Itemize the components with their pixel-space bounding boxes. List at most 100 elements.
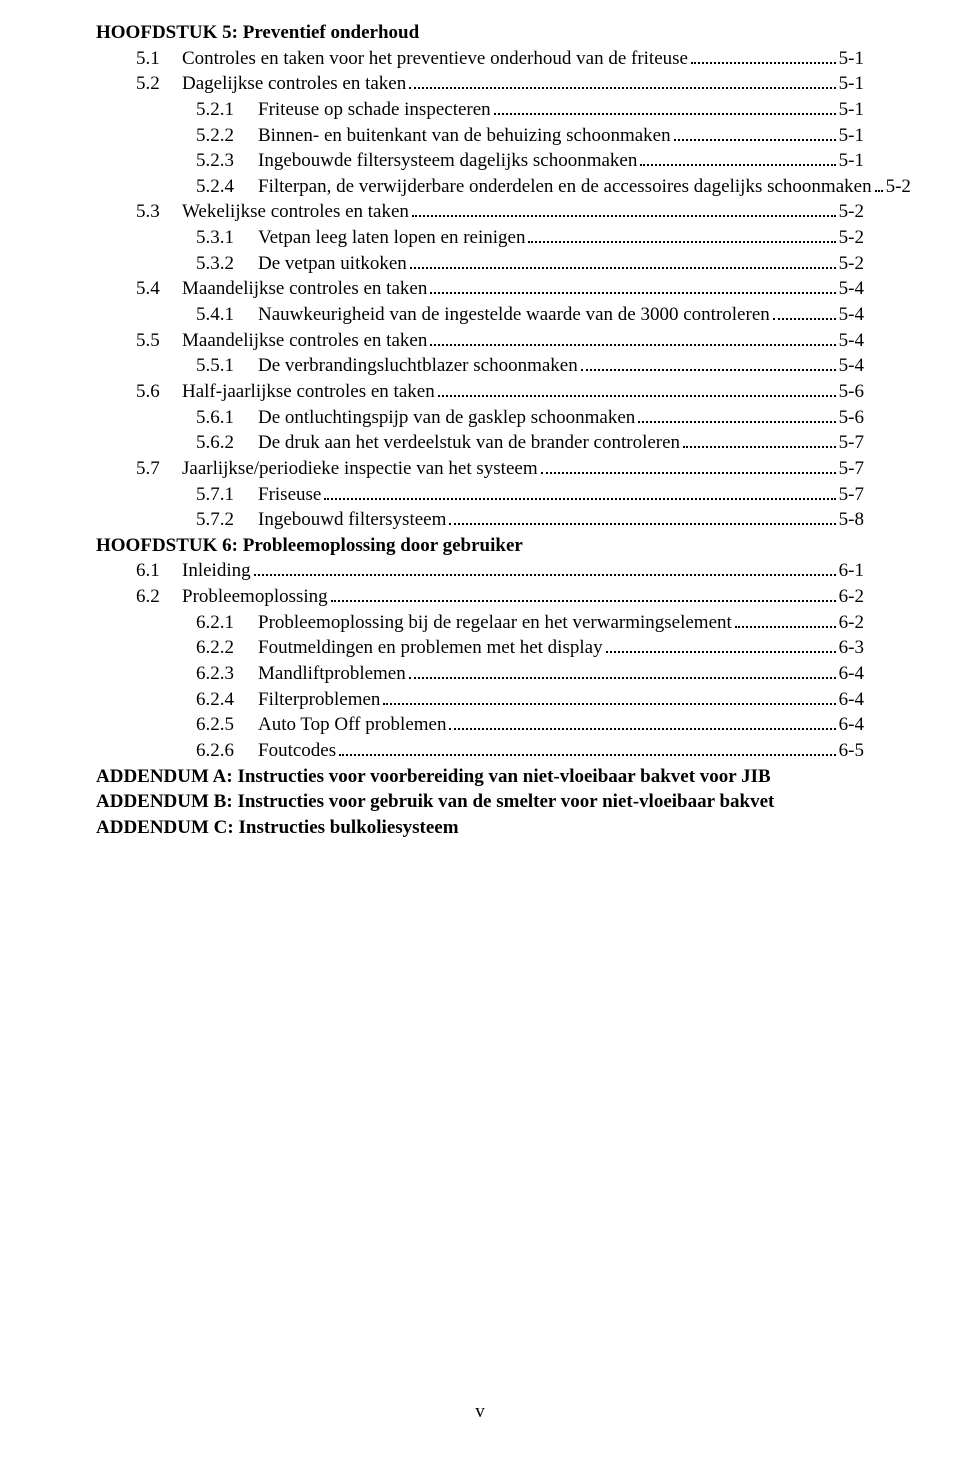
addenda-block: ADDENDUM A: Instructies voor voorbereidi… xyxy=(96,764,864,841)
toc-entry-page: 5-2 xyxy=(839,199,864,225)
addendum-number: ADDENDUM A: xyxy=(96,766,233,787)
dot-leader xyxy=(875,190,883,192)
toc-entry-label: 5.3.1Vetpan leeg laten lopen en reinigen xyxy=(196,225,525,251)
addendum-line: ADDENDUM B: Instructies voor gebruik van… xyxy=(96,789,864,815)
toc-entry-page: 6-2 xyxy=(839,584,864,610)
chapter-title: Preventief onderhoud xyxy=(243,22,419,43)
toc-entry-page: 5-7 xyxy=(839,430,864,456)
toc-entry: 5.6Half-jaarlijkse controles en taken5-6 xyxy=(96,379,864,405)
dot-leader xyxy=(606,651,836,653)
toc-entry: 6.2.5Auto Top Off problemen 6-4 xyxy=(96,712,864,738)
toc-entry-text: Vetpan leeg laten lopen en reinigen xyxy=(258,227,525,248)
toc-entry-text: Maandelijkse controles en taken xyxy=(182,330,427,351)
toc-entry-label: 5.1Controles en taken voor het preventie… xyxy=(136,46,688,72)
toc-entry-page: 6-1 xyxy=(839,558,864,584)
toc-entry-number: 5.3 xyxy=(136,199,182,225)
dot-leader xyxy=(430,292,835,294)
toc-entry-text: Friteuse op schade inspecteren xyxy=(258,99,491,120)
toc-entry-label: 6.2.1Probleemoplossing bij de regelaar e… xyxy=(196,610,732,636)
toc-entry-number: 5.7 xyxy=(136,456,182,482)
toc-entry-number: 6.2 xyxy=(136,584,182,610)
dot-leader xyxy=(410,267,836,269)
toc-entry-number: 6.2.6 xyxy=(196,738,258,764)
toc-entry: 6.2.6Foutcodes6-5 xyxy=(96,738,864,764)
toc-page: HOOFDSTUK 5: Preventief onderhoud5.1Cont… xyxy=(0,0,960,1463)
dot-leader xyxy=(640,164,835,166)
toc-entry-text: Auto Top Off problemen xyxy=(258,714,446,735)
addendum-line: ADDENDUM A: Instructies voor voorbereidi… xyxy=(96,764,864,790)
dot-leader xyxy=(674,139,836,141)
addendum-text: Instructies bulkoliesysteem xyxy=(238,817,458,838)
toc-entry: 6.2.2Foutmeldingen en problemen met het … xyxy=(96,635,864,661)
dot-leader xyxy=(324,498,835,500)
toc-entry-text: Ingebouwd filtersysteem xyxy=(258,509,446,530)
toc-entry-number: 6.2.4 xyxy=(196,687,258,713)
chapter-heading: HOOFDSTUK 5: Preventief onderhoud xyxy=(96,20,864,46)
toc-entry-page: 6-2 xyxy=(839,610,864,636)
toc-entry-label: 5.6Half-jaarlijkse controles en taken xyxy=(136,379,435,405)
toc-entry-page: 5-1 xyxy=(839,97,864,123)
dot-leader xyxy=(430,344,835,346)
toc-entry-text: Filterpan, de verwijderbare onderdelen e… xyxy=(258,176,872,197)
toc-entry-text: Foutmeldingen en problemen met het displ… xyxy=(258,637,603,658)
toc-entry-page: 5-6 xyxy=(839,405,864,431)
toc-entry-label: 6.2.3Mandliftproblemen xyxy=(196,661,406,687)
toc-entry-label: 5.3Wekelijkse controles en taken xyxy=(136,199,409,225)
toc-entry-label: 6.1Inleiding xyxy=(136,558,251,584)
toc-entry-number: 5.5 xyxy=(136,328,182,354)
toc-entry: 6.2.1Probleemoplossing bij de regelaar e… xyxy=(96,610,864,636)
toc-entry-number: 5.7.1 xyxy=(196,482,258,508)
toc-entry-number: 5.2.1 xyxy=(196,97,258,123)
toc-entry-number: 5.2.4 xyxy=(196,174,258,200)
toc-entry-page: 5-7 xyxy=(839,456,864,482)
dot-leader xyxy=(412,215,836,217)
dot-leader xyxy=(735,626,836,628)
toc-entry-number: 5.2.3 xyxy=(196,148,258,174)
dot-leader xyxy=(581,369,836,371)
dot-leader xyxy=(331,600,836,602)
addendum-line: ADDENDUM C: Instructies bulkoliesysteem xyxy=(96,815,864,841)
chapter-number: HOOFDSTUK 5: xyxy=(96,22,238,43)
dot-leader xyxy=(683,446,836,448)
toc-entry-number: 6.1 xyxy=(136,558,182,584)
chapter-number: HOOFDSTUK 6: xyxy=(96,535,238,556)
dot-leader xyxy=(409,87,835,89)
toc-entry-page: 6-4 xyxy=(839,661,864,687)
toc-entry-text: Friseuse xyxy=(258,484,321,505)
toc-entry-number: 6.2.5 xyxy=(196,712,258,738)
toc-entry-text: Probleemoplossing bij de regelaar en het… xyxy=(258,612,732,633)
toc-entry-text: Half-jaarlijkse controles en taken xyxy=(182,381,435,402)
toc-entry-number: 5.3.2 xyxy=(196,251,258,277)
toc-entry-label: 5.6.1De ontluchtingspijp van de gasklep … xyxy=(196,405,635,431)
toc-entry-number: 5.2.2 xyxy=(196,123,258,149)
toc-entry-label: 5.2.3Ingebouwde filtersysteem dagelijks … xyxy=(196,148,637,174)
toc-entry: 5.5Maandelijkse controles en taken5-4 xyxy=(96,328,864,354)
toc-entry-text: Foutcodes xyxy=(258,740,336,761)
page-number-footer: v xyxy=(96,1401,864,1423)
table-of-contents: HOOFDSTUK 5: Preventief onderhoud5.1Cont… xyxy=(96,20,864,764)
dot-leader xyxy=(638,421,835,423)
toc-entry-page: 5-4 xyxy=(839,276,864,302)
toc-entry-number: 5.7.2 xyxy=(196,507,258,533)
toc-entry-text: Inleiding xyxy=(182,560,251,581)
toc-entry-page: 5-1 xyxy=(839,71,864,97)
toc-entry-text: Jaarlijkse/periodieke inspectie van het … xyxy=(182,458,538,479)
toc-entry-page: 5-2 xyxy=(886,174,911,200)
toc-entry-text: Mandliftproblemen xyxy=(258,663,406,684)
toc-entry-page: 6-4 xyxy=(839,712,864,738)
dot-leader xyxy=(528,241,835,243)
toc-entry-label: 6.2.5Auto Top Off problemen xyxy=(196,712,446,738)
toc-entry-label: 5.5Maandelijkse controles en taken xyxy=(136,328,427,354)
toc-entry-text: Ingebouwde filtersysteem dagelijks schoo… xyxy=(258,150,637,171)
toc-entry-page: 5-1 xyxy=(839,148,864,174)
dot-leader xyxy=(449,523,835,525)
toc-entry-label: 5.2Dagelijkse controles en taken xyxy=(136,71,406,97)
toc-entry: 5.2.2Binnen- en buitenkant van de behuiz… xyxy=(96,123,864,149)
toc-entry-text: Controles en taken voor het preventieve … xyxy=(182,48,688,69)
toc-entry-number: 5.4.1 xyxy=(196,302,258,328)
toc-entry-page: 6-3 xyxy=(839,635,864,661)
toc-entry-text: De ontluchtingspijp van de gasklep schoo… xyxy=(258,407,635,428)
toc-entry: 6.2.4Filterproblemen6-4 xyxy=(96,687,864,713)
toc-entry-page: 5-2 xyxy=(839,225,864,251)
toc-entry-number: 5.6 xyxy=(136,379,182,405)
